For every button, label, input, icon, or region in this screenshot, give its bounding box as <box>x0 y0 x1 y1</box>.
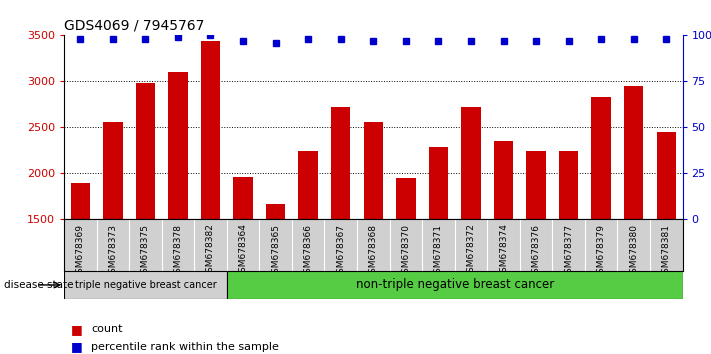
Text: GSM678378: GSM678378 <box>173 224 183 279</box>
Bar <box>227 271 683 299</box>
Text: GSM678374: GSM678374 <box>499 224 508 279</box>
Text: GSM678375: GSM678375 <box>141 224 150 279</box>
Text: GSM678372: GSM678372 <box>466 224 476 279</box>
Bar <box>169 72 188 219</box>
Bar <box>299 152 318 219</box>
Bar <box>233 177 253 219</box>
Bar <box>592 97 611 219</box>
Text: GSM678373: GSM678373 <box>108 224 117 279</box>
Bar <box>526 152 546 219</box>
Text: GSM678381: GSM678381 <box>662 224 670 279</box>
Text: GSM678364: GSM678364 <box>239 224 247 279</box>
Text: GSM678368: GSM678368 <box>369 224 378 279</box>
Bar <box>64 271 227 299</box>
Bar <box>429 147 448 219</box>
Bar <box>656 132 676 219</box>
Bar <box>396 178 416 219</box>
Bar <box>201 41 220 219</box>
Text: GSM678377: GSM678377 <box>564 224 573 279</box>
Text: count: count <box>91 324 122 334</box>
Text: GSM678365: GSM678365 <box>271 224 280 279</box>
Bar <box>363 122 383 219</box>
Text: GSM678371: GSM678371 <box>434 224 443 279</box>
Text: triple negative breast cancer: triple negative breast cancer <box>75 280 216 290</box>
Bar <box>331 107 351 219</box>
Text: GDS4069 / 7945767: GDS4069 / 7945767 <box>64 19 204 33</box>
Text: GSM678370: GSM678370 <box>401 224 410 279</box>
Text: disease state: disease state <box>4 280 73 290</box>
Text: GSM678376: GSM678376 <box>532 224 540 279</box>
Text: ■: ■ <box>71 341 83 353</box>
Text: percentile rank within the sample: percentile rank within the sample <box>91 342 279 352</box>
Text: GSM678382: GSM678382 <box>206 224 215 279</box>
Text: GSM678367: GSM678367 <box>336 224 346 279</box>
Bar <box>103 122 122 219</box>
Bar <box>624 86 643 219</box>
Text: GSM678380: GSM678380 <box>629 224 638 279</box>
Bar <box>461 107 481 219</box>
Bar <box>266 204 285 219</box>
Text: GSM678369: GSM678369 <box>76 224 85 279</box>
Bar <box>136 83 155 219</box>
Bar <box>559 152 578 219</box>
Text: GSM678379: GSM678379 <box>597 224 606 279</box>
Text: non-triple negative breast cancer: non-triple negative breast cancer <box>356 279 554 291</box>
Bar <box>70 183 90 219</box>
Text: GSM678366: GSM678366 <box>304 224 313 279</box>
Text: ■: ■ <box>71 323 83 336</box>
Bar <box>493 141 513 219</box>
